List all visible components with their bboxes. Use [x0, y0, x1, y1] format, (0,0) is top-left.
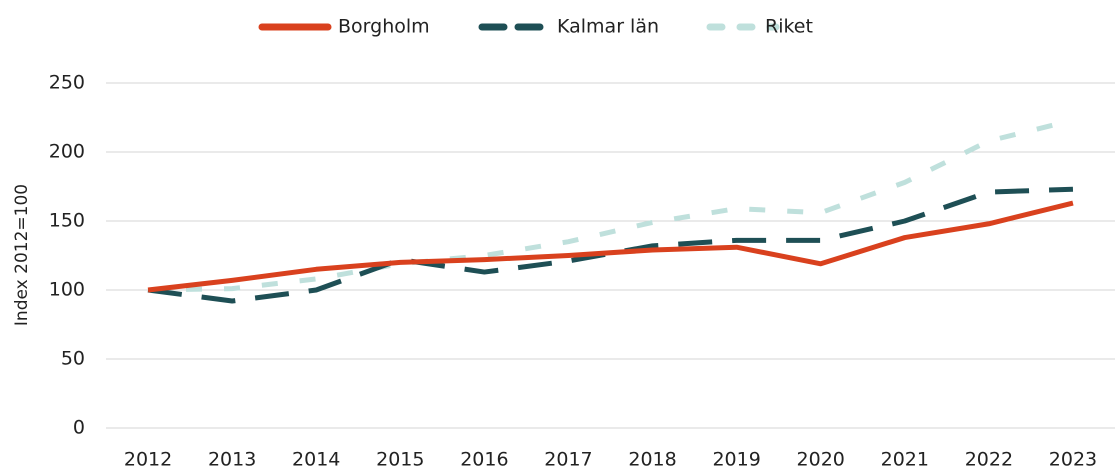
y-axis-label: Index 2012=100 [12, 184, 32, 326]
x-tick-label: 2013 [208, 449, 256, 468]
y-tick-label: 100 [49, 279, 85, 301]
x-tick-label: 2012 [124, 449, 172, 468]
legend-label: Borgholm [338, 16, 430, 38]
x-tick-label: 2019 [712, 449, 760, 468]
x-tick-label: 2018 [628, 449, 676, 468]
y-tick-label: 250 [49, 72, 85, 94]
legend-label: Riket [765, 16, 813, 38]
x-tick-label: 2023 [1049, 449, 1097, 468]
x-tick-label: 2014 [292, 449, 340, 468]
y-tick-label: 200 [49, 141, 85, 163]
y-tick-label: 0 [73, 417, 85, 439]
series-line [148, 117, 1074, 293]
x-tick-label: 2017 [544, 449, 592, 468]
y-tick-label: 50 [61, 348, 85, 370]
x-tick-label: 2020 [797, 449, 845, 468]
series-line [147, 186, 1074, 304]
x-tick-label: 2015 [376, 449, 424, 468]
x-tick-label: 2022 [965, 449, 1013, 468]
y-tick-label: 150 [49, 210, 85, 232]
legend-label: Kalmar län [557, 16, 659, 38]
x-tick-label: 2021 [881, 449, 929, 468]
x-tick-label: 2016 [460, 449, 508, 468]
series-line [147, 200, 1074, 293]
